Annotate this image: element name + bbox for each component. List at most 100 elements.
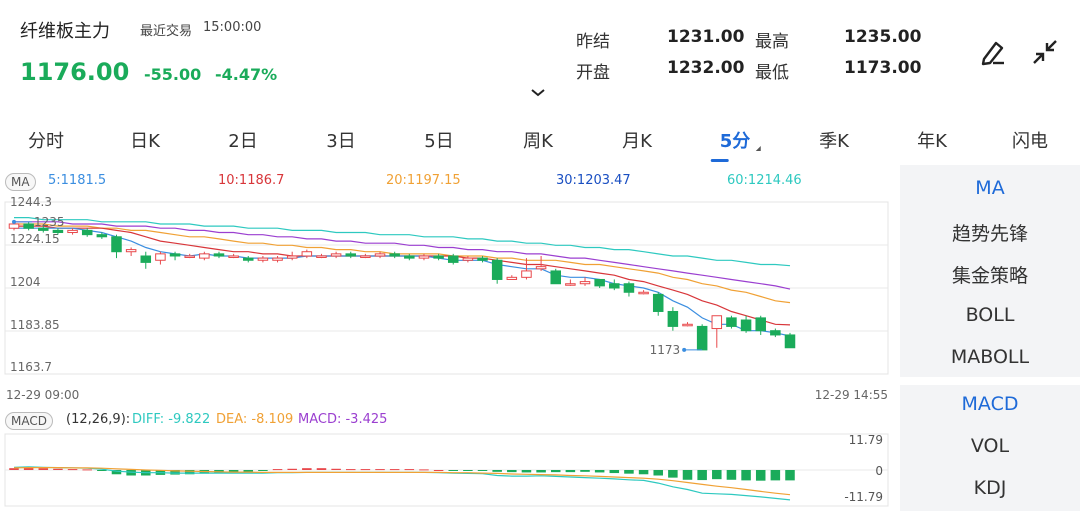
candle-body [404, 255, 415, 259]
macd-indicator-tag[interactable]: MACD [5, 410, 53, 430]
macd-histogram-bar [433, 470, 444, 471]
macd-histogram-bar [770, 470, 781, 481]
candle-body [770, 330, 781, 336]
sidebar-item-maboll[interactable]: MABOLL [950, 346, 1030, 368]
candle-body [447, 255, 459, 263]
draw-pen-icon[interactable] [978, 37, 1008, 67]
tab-monthly-k[interactable]: 月K [622, 131, 652, 152]
candle-body [199, 253, 210, 259]
expand-chevron-icon[interactable] [530, 85, 546, 99]
candle-body [477, 257, 488, 261]
macd-histogram-bar [419, 469, 429, 471]
macd-histogram-bar [170, 470, 180, 475]
candle-body [228, 255, 239, 258]
price-tick-label: 1183.85 [10, 318, 60, 332]
ma-indicator-tag[interactable]: MA [5, 171, 36, 191]
sidebar-item-fund-strategy[interactable]: 集金策略 [951, 265, 1028, 287]
candle-body [784, 334, 796, 349]
macd-histogram-bar [316, 468, 327, 470]
candle-body [169, 253, 181, 257]
macd-histogram-bar [448, 470, 459, 471]
macd-histogram-bar [53, 468, 63, 470]
candle-body [374, 253, 386, 257]
prev-settle-value: 1231.00 [667, 27, 745, 47]
tab-5-minute-label: 5分 [719, 131, 751, 152]
sidebar-item-macd[interactable]: MACD [961, 393, 1019, 415]
ma60-line [14, 217, 791, 267]
macd-histogram-bar [653, 470, 663, 476]
candle-body [81, 229, 93, 236]
tab-2-day[interactable]: 2日 [228, 131, 258, 152]
macd-histogram-bar [712, 470, 722, 480]
tab-5-minute[interactable]: 5分 [710, 127, 761, 162]
sidebar-item-kdj[interactable]: KDJ [973, 477, 1007, 499]
ma30-value: 30:1203.47 [556, 173, 631, 188]
candle-body [433, 255, 444, 259]
tab-weekly-k[interactable]: 周K [523, 131, 553, 152]
candle-body [23, 223, 34, 229]
candle-body [52, 229, 64, 234]
tab-flash[interactable]: 闪电 [1012, 131, 1048, 152]
active-tab-underline [710, 159, 729, 162]
contract-title: 纤维板主力 [20, 21, 110, 42]
tab-intraday[interactable]: 分时 [28, 131, 64, 152]
macd-params: (12,26,9): [66, 412, 131, 427]
sidebar-item-trend-pioneer[interactable]: 趋势先锋 [951, 223, 1028, 245]
last-price: 1176.00 [20, 58, 130, 86]
candle-body [594, 278, 605, 287]
low-label: 最低 [755, 63, 789, 83]
candle-body [301, 251, 313, 257]
candlestick-chart[interactable]: 1244.3 1224.15 1204 1183.85 1163.7 1235 1173 12… [0, 192, 900, 404]
tab-quarterly-k[interactable]: 季K [819, 131, 849, 152]
macd-histogram-bar [9, 468, 19, 470]
macd-diff-value: DIFF: -9.822 [132, 412, 211, 427]
prev-settle-label: 昨结 [576, 32, 610, 52]
macd-histogram-bar [609, 470, 620, 474]
price-change-percent: -4.47% [215, 65, 278, 84]
candle-body [740, 319, 752, 332]
sidebar-item-ma[interactable]: MA [975, 177, 1005, 199]
sidebar-item-vol[interactable]: VOL [970, 435, 1010, 457]
ma30-line [14, 221, 791, 290]
tab-5-day[interactable]: 5日 [424, 131, 454, 152]
sidebar-item-boll[interactable]: BOLL [965, 304, 1015, 326]
dea-line [13, 466, 791, 496]
macd-histogram-bar [536, 470, 546, 473]
candle-body [125, 249, 137, 253]
ma5-value: 5:1181.5 [48, 173, 107, 188]
macd-histogram-bar [741, 470, 751, 481]
sidebar-separator [900, 377, 1080, 385]
candle-body [506, 276, 518, 280]
candle-body [521, 270, 532, 278]
candle-body [286, 255, 298, 259]
macd-histogram-bar [463, 470, 473, 471]
candle-body [111, 236, 122, 253]
macd-histogram-bar [331, 468, 341, 470]
candle-body [213, 253, 225, 257]
candle-body [360, 255, 371, 258]
collapse-arrows-icon[interactable] [1030, 37, 1060, 67]
macd-histogram-bar [272, 469, 283, 471]
tab-yearly-k[interactable]: 年K [917, 131, 947, 152]
tab-daily-k[interactable]: 日K [130, 131, 160, 152]
indicator-sidebar: MA 趋势先锋 集金策略 BOLL MABOLL MACD VOL KDJ [900, 165, 1080, 511]
macd-tick-label: 0 [875, 464, 883, 478]
macd-histogram-bar [67, 469, 78, 471]
open-value: 1232.00 [667, 58, 745, 78]
tab-3-day[interactable]: 3日 [326, 131, 356, 152]
ma20-line [14, 223, 791, 304]
macd-histogram-bar [23, 467, 34, 470]
candle-body [579, 281, 591, 285]
candle-body [711, 315, 723, 330]
macd-histogram-bar [38, 468, 49, 470]
low-value: 1173.00 [844, 58, 922, 78]
macd-histogram-bar [184, 470, 195, 475]
macd-histogram-bar [726, 470, 737, 480]
low-marker-dot [682, 347, 687, 352]
macd-histogram-bar [258, 470, 268, 471]
open-label: 开盘 [576, 63, 610, 83]
ma10-value: 10:1186.7 [218, 173, 285, 188]
macd-chart[interactable]: 11.79 0 -11.79 [0, 430, 900, 511]
macd-histogram-bar [507, 470, 517, 473]
macd-tick-label: 11.79 [849, 433, 883, 447]
